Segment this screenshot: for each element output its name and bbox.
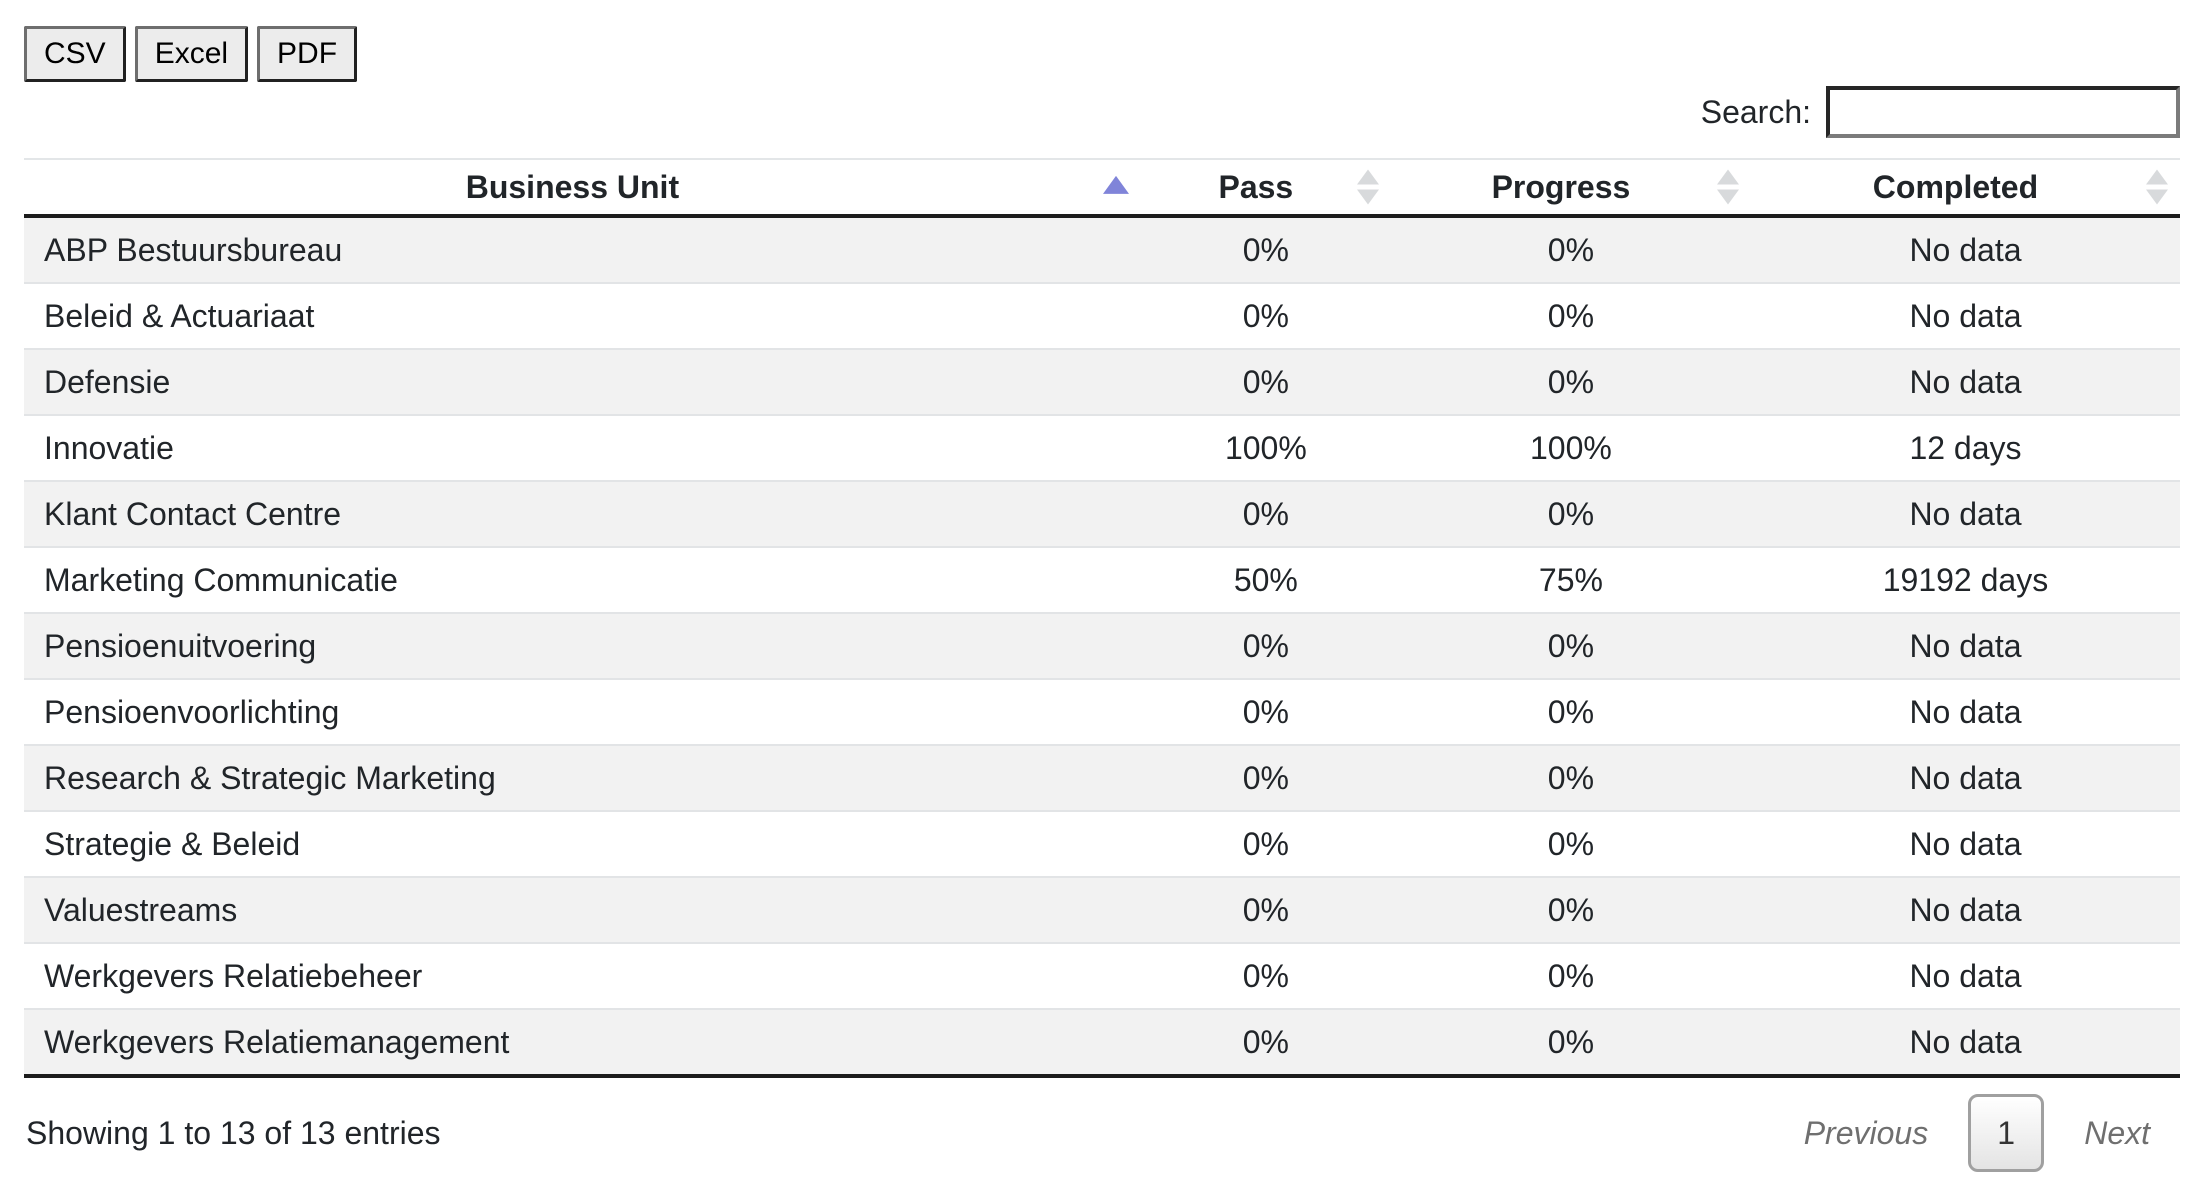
- cell-progress: 0%: [1390, 745, 1751, 812]
- cell-completed: No data: [1750, 1009, 2180, 1078]
- cell-progress: 100%: [1390, 415, 1751, 482]
- cell-business-unit: Innovatie: [24, 415, 1141, 482]
- column-label: Progress: [1491, 169, 1631, 205]
- cell-pass: 0%: [1140, 811, 1391, 878]
- cell-progress: 0%: [1390, 216, 1751, 284]
- column-header-pass[interactable]: Pass: [1140, 158, 1391, 218]
- table-row: Klant Contact Centre 0% 0% No data: [24, 481, 2180, 548]
- sort-both-icon: [2146, 169, 2168, 205]
- column-header-completed[interactable]: Completed: [1750, 158, 2180, 218]
- table-row: Pensioenvoorlichting 0% 0% No data: [24, 679, 2180, 746]
- column-header-progress[interactable]: Progress: [1390, 158, 1751, 218]
- cell-completed: 12 days: [1750, 415, 2180, 482]
- column-label: Pass: [1218, 169, 1294, 205]
- cell-completed: No data: [1750, 349, 2180, 416]
- cell-completed: 19192 days: [1750, 547, 2180, 614]
- page-1-button[interactable]: 1: [1968, 1094, 2045, 1172]
- table-row: Werkgevers Relatiebeheer 0% 0% No data: [24, 943, 2180, 1010]
- search-label: Search:: [1700, 93, 1811, 130]
- cell-completed: No data: [1750, 679, 2180, 746]
- previous-button[interactable]: Previous: [1803, 1114, 1929, 1151]
- table-row: Strategie & Beleid 0% 0% No data: [24, 811, 2180, 878]
- table-row: Marketing Communicatie 50% 75% 19192 day…: [24, 547, 2180, 614]
- cell-completed: No data: [1750, 943, 2180, 1010]
- cell-business-unit: Research & Strategic Marketing: [24, 745, 1141, 812]
- cell-progress: 0%: [1390, 679, 1751, 746]
- cell-pass: 0%: [1140, 1009, 1391, 1078]
- column-header-business-unit[interactable]: Business Unit: [24, 158, 1141, 218]
- table-row: Innovatie 100% 100% 12 days: [24, 415, 2180, 482]
- cell-progress: 0%: [1390, 349, 1751, 416]
- cell-completed: No data: [1750, 283, 2180, 350]
- sort-both-icon: [1356, 169, 1379, 205]
- column-label: Completed: [1872, 169, 2039, 205]
- cell-pass: 0%: [1140, 349, 1391, 416]
- cell-pass: 0%: [1140, 679, 1391, 746]
- cell-progress: 0%: [1390, 1009, 1751, 1078]
- table-footer: Showing 1 to 13 of 13 entries Previous 1…: [24, 1078, 2180, 1172]
- cell-progress: 0%: [1390, 613, 1751, 680]
- cell-completed: No data: [1750, 216, 2180, 284]
- table-row: Research & Strategic Marketing 0% 0% No …: [24, 745, 2180, 812]
- sort-both-icon: [1716, 169, 1739, 205]
- cell-business-unit: Beleid & Actuariaat: [24, 283, 1141, 350]
- column-label: Business Unit: [465, 169, 680, 205]
- cell-pass: 0%: [1140, 283, 1391, 350]
- cell-progress: 0%: [1390, 811, 1751, 878]
- cell-pass: 0%: [1140, 943, 1391, 1010]
- cell-business-unit: Werkgevers Relatiemanagement: [24, 1009, 1141, 1078]
- business-unit-table: Business Unit Pass Progress Completed AB: [24, 158, 2180, 1078]
- cell-business-unit: Strategie & Beleid: [24, 811, 1141, 878]
- table-row: Beleid & Actuariaat 0% 0% No data: [24, 283, 2180, 350]
- cell-business-unit: ABP Bestuursbureau: [24, 216, 1141, 284]
- cell-business-unit: Defensie: [24, 349, 1141, 416]
- table-row: Defensie 0% 0% No data: [24, 349, 2180, 416]
- search-bar: Search:: [24, 86, 2180, 138]
- sort-asc-icon: [1102, 175, 1129, 194]
- cell-completed: No data: [1750, 481, 2180, 548]
- cell-pass: 0%: [1140, 613, 1391, 680]
- cell-business-unit: Klant Contact Centre: [24, 481, 1141, 548]
- cell-pass: 50%: [1140, 547, 1391, 614]
- cell-business-unit: Marketing Communicatie: [24, 547, 1141, 614]
- cell-pass: 0%: [1140, 216, 1391, 284]
- cell-pass: 0%: [1140, 745, 1391, 812]
- excel-button[interactable]: Excel: [134, 26, 249, 82]
- next-button[interactable]: Next: [2084, 1114, 2150, 1151]
- table-row: ABP Bestuursbureau 0% 0% No data: [24, 216, 2180, 284]
- pdf-button[interactable]: PDF: [257, 26, 358, 82]
- cell-business-unit: Pensioenuitvoering: [24, 613, 1141, 680]
- export-toolbar: CSV Excel PDF: [24, 26, 2180, 82]
- cell-progress: 0%: [1390, 943, 1751, 1010]
- cell-progress: 0%: [1390, 283, 1751, 350]
- table-body: ABP Bestuursbureau 0% 0% No data Beleid …: [24, 216, 2180, 1078]
- cell-completed: No data: [1750, 613, 2180, 680]
- cell-business-unit: Pensioenvoorlichting: [24, 679, 1141, 746]
- search-input[interactable]: [1826, 86, 2180, 138]
- table-row: Werkgevers Relatiemanagement 0% 0% No da…: [24, 1009, 2180, 1078]
- cell-completed: No data: [1750, 877, 2180, 944]
- table-header-row: Business Unit Pass Progress Completed: [24, 158, 2180, 218]
- cell-progress: 75%: [1390, 547, 1751, 614]
- cell-progress: 0%: [1390, 481, 1751, 548]
- cell-pass: 0%: [1140, 481, 1391, 548]
- cell-completed: No data: [1750, 811, 2180, 878]
- cell-pass: 100%: [1140, 415, 1391, 482]
- cell-pass: 0%: [1140, 877, 1391, 944]
- table-row: Pensioenuitvoering 0% 0% No data: [24, 613, 2180, 680]
- csv-button[interactable]: CSV: [24, 26, 126, 82]
- entries-info: Showing 1 to 13 of 13 entries: [26, 1114, 441, 1151]
- cell-progress: 0%: [1390, 877, 1751, 944]
- pagination: Previous 1 Next: [1804, 1094, 2150, 1172]
- cell-business-unit: Valuestreams: [24, 877, 1141, 944]
- cell-completed: No data: [1750, 745, 2180, 812]
- table-row: Valuestreams 0% 0% No data: [24, 877, 2180, 944]
- cell-business-unit: Werkgevers Relatiebeheer: [24, 943, 1141, 1010]
